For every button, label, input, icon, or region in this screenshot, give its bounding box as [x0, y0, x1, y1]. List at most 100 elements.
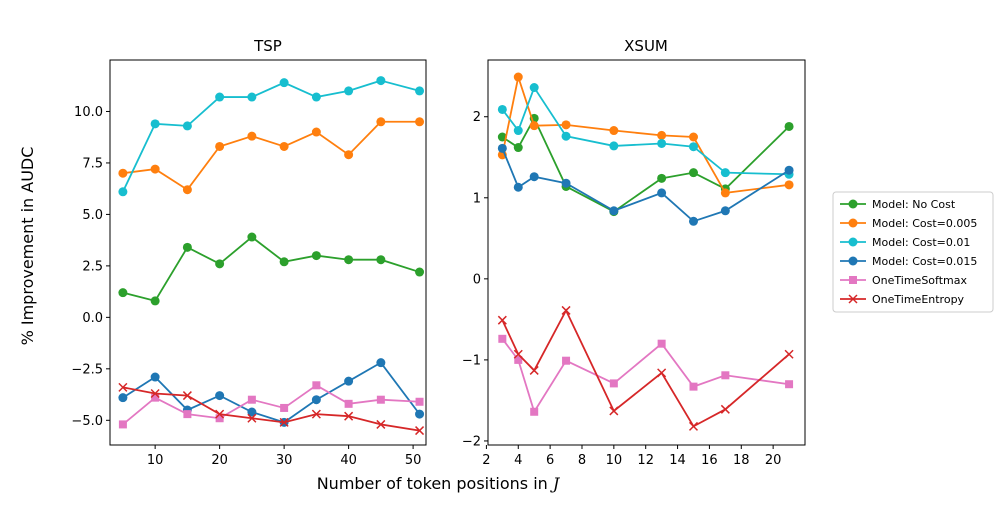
tsp-point-model-cost-0-01	[118, 187, 128, 197]
xsum-series-onetimesoftmax	[498, 334, 794, 416]
tsp-point-model-no-cost	[279, 257, 289, 267]
xsum-point-model-cost-0-015	[497, 143, 507, 153]
tsp-point-model-cost-0-015	[118, 393, 128, 403]
tsp-y-tick-label: 5.0	[82, 208, 103, 223]
tsp-line-onetimesoftmax	[122, 384, 420, 426]
tsp-y-tick-label: 0.0	[82, 311, 103, 326]
xsum-point-model-cost-0-005	[657, 130, 667, 140]
tsp-point-model-cost-0-015	[344, 376, 354, 386]
tsp-series-model-cost-0-015	[118, 358, 425, 427]
xsum-point-model-cost-0-015	[529, 172, 539, 182]
x-axis-label: Number of token positions in J	[317, 474, 561, 493]
xsum-x-tick-label: 2	[482, 453, 490, 468]
xsum-point-model-cost-0-005	[720, 188, 730, 198]
tsp-point-model-cost-0-01	[247, 92, 257, 102]
tsp-line-onetimeentropy	[122, 386, 420, 432]
xsum-series-model-cost-0-015	[497, 143, 794, 226]
xsum-point-model-cost-0-005	[529, 121, 539, 131]
xsum-point-model-cost-0-01	[688, 142, 698, 152]
xsum-y-tick-label: 2	[473, 110, 481, 125]
xsum-x-tick-label: 20	[765, 453, 782, 468]
tsp-point-onetimeentropy	[215, 409, 225, 419]
legend-label: Model: Cost=0.015	[872, 255, 977, 268]
xsum-point-model-cost-0-005	[513, 72, 523, 82]
xsum-point-model-no-cost	[784, 121, 794, 131]
tsp-point-onetimeentropy	[182, 391, 192, 401]
xsum-point-onetimesoftmax	[785, 380, 794, 389]
legend-frame	[832, 191, 994, 313]
xsum-y-tick-label: −2	[462, 434, 481, 449]
tsp-series-onetimesoftmax	[118, 381, 424, 429]
xsum-point-model-cost-0-015	[609, 206, 619, 216]
tsp-point-model-no-cost	[376, 255, 386, 265]
xsum-point-onetimeentropy	[657, 368, 667, 378]
tsp-series-model-no-cost	[118, 232, 425, 306]
xsum-point-model-cost-0-015	[657, 188, 667, 198]
tsp-point-model-cost-0-005	[247, 131, 257, 141]
tsp-point-onetimeentropy	[118, 382, 128, 392]
tsp-point-onetimeentropy	[344, 411, 354, 421]
tsp-point-model-cost-0-01	[311, 92, 321, 102]
tsp-point-model-no-cost	[311, 251, 321, 261]
xsum-point-onetimesoftmax	[721, 371, 730, 380]
xsum-point-model-cost-0-01	[657, 138, 667, 148]
xsum-series-model-cost-0-01	[497, 83, 794, 179]
xsum-x-tick-label: 6	[546, 453, 554, 468]
legend-marker	[848, 218, 858, 228]
tsp-point-onetimeentropy	[415, 426, 425, 436]
xsum-point-model-cost-0-005	[609, 126, 619, 136]
tsp-point-model-no-cost	[247, 232, 257, 242]
tsp-point-onetimeentropy	[150, 388, 160, 399]
xsum-y-tick-label: −1	[462, 353, 481, 368]
tsp-y-tick-label: 2.5	[82, 259, 103, 274]
tsp-x-tick-label: 30	[276, 453, 293, 468]
xsum-panel-title: XSUM	[624, 37, 668, 55]
tsp-point-model-cost-0-015	[415, 409, 425, 419]
xsum-point-onetimeentropy	[513, 349, 523, 359]
tsp-point-model-cost-0-005	[279, 141, 289, 151]
xsum-x-tick-label: 18	[733, 453, 750, 468]
tsp-x-tick-label: 10	[147, 453, 164, 468]
legend-marker	[848, 199, 858, 209]
xsum-point-model-cost-0-01	[609, 141, 619, 151]
tsp-point-onetimesoftmax	[247, 395, 256, 404]
tsp-point-model-cost-0-005	[215, 141, 225, 151]
xsum-x-tick-label: 16	[701, 453, 718, 468]
tsp-point-model-cost-0-01	[215, 92, 225, 102]
xsum-point-model-no-cost	[513, 143, 523, 153]
legend-label: Model: Cost=0.01	[872, 236, 970, 249]
tsp-point-model-cost-0-01	[150, 119, 160, 129]
xsum-x-tick-label: 12	[637, 453, 654, 468]
tsp-point-model-cost-0-015	[150, 372, 160, 382]
tsp-x-tick-label: 40	[340, 453, 357, 468]
xsum-x-tick-label: 4	[514, 453, 522, 468]
legend-entry-onetimesoftmax: OneTimeSoftmax	[840, 274, 967, 287]
legend-label: OneTimeSoftmax	[872, 274, 967, 287]
xsum-point-onetimesoftmax	[689, 382, 698, 391]
tsp-point-onetimesoftmax	[415, 397, 424, 406]
tsp-x-tick-label: 20	[211, 453, 228, 468]
tsp-point-onetimeentropy	[279, 417, 289, 427]
x-axis-label-text: Number of token positions in	[317, 474, 553, 493]
x-axis-label-symbol: J	[550, 474, 561, 493]
xsum-point-model-cost-0-01	[497, 104, 507, 114]
tsp-point-onetimesoftmax	[151, 393, 160, 402]
xsum-point-onetimeentropy	[561, 305, 571, 315]
tsp-point-onetimesoftmax	[215, 414, 224, 423]
xsum-point-model-cost-0-015	[784, 165, 794, 175]
xsum-point-onetimeentropy	[784, 349, 794, 359]
tsp-point-onetimeentropy	[376, 419, 386, 429]
legend-marker	[848, 237, 858, 247]
xsum-point-onetimeentropy	[609, 406, 619, 416]
y-axis-label: % Improvement in AUDC	[18, 147, 37, 346]
tsp-point-model-no-cost	[415, 267, 425, 277]
tsp-y-tick-label: −5.0	[71, 414, 103, 429]
xsum-line-model-cost-0-005	[501, 73, 790, 194]
xsum-point-onetimesoftmax	[530, 407, 539, 416]
xsum-point-model-cost-0-005	[561, 120, 571, 130]
xsum-point-model-no-cost	[688, 168, 698, 178]
tsp-y-tick-label: −2.5	[71, 362, 103, 377]
tsp-panel-title: TSP	[253, 37, 282, 55]
tsp-point-model-cost-0-015	[311, 395, 321, 405]
